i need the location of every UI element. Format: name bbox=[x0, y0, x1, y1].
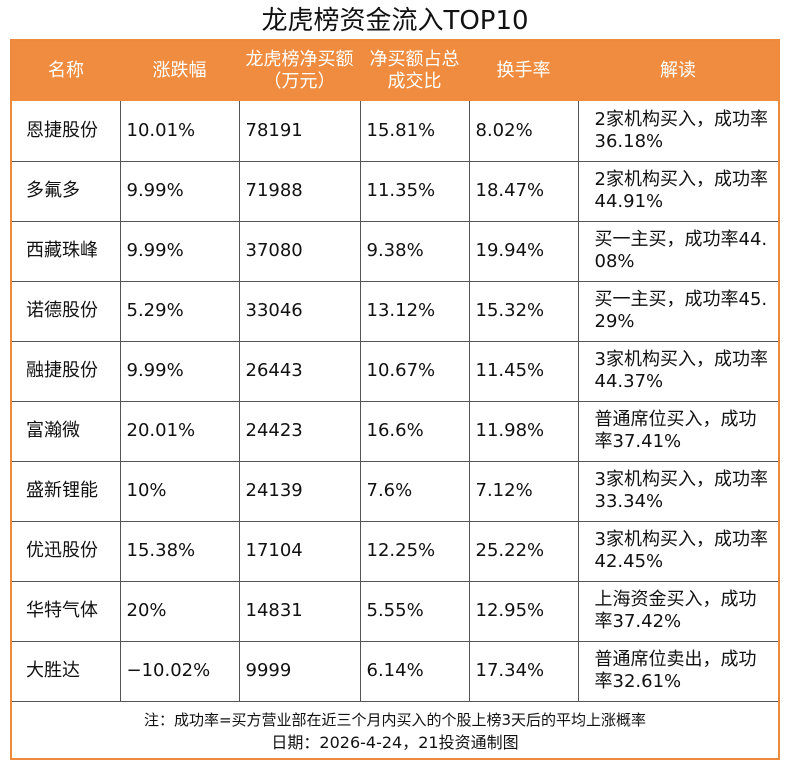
header-turnover: 换手率 bbox=[469, 41, 578, 101]
cell-name: 优迅股份 bbox=[12, 520, 121, 582]
cell-net-buy: 71988 bbox=[238, 160, 361, 222]
table-row: 多氟多 9.99% 71988 11.35% 18.47% 2家机构买入，成功率44.91… bbox=[12, 160, 778, 222]
header-name: 名称 bbox=[12, 41, 120, 101]
table-frame: 名称 涨跌幅 龙虎榜净买额（万元） 净买额占总成交比 换手率 解读 恩捷股份 10… bbox=[10, 39, 780, 760]
table-row: 盛新锂能 10% 24139 7.6% 7.12% 3家机构买入，成功率33.34% bbox=[12, 460, 778, 522]
cell-change: 20.01% bbox=[119, 400, 240, 462]
cell-ratio: 9.38% bbox=[359, 220, 470, 282]
cell-net-buy: 24423 bbox=[238, 400, 361, 462]
cell-name: 华特气体 bbox=[12, 580, 121, 642]
cell-note: 3家机构买入，成功率42.45% bbox=[577, 520, 778, 582]
cell-name: 多氟多 bbox=[12, 160, 121, 222]
cell-turnover: 17.34% bbox=[468, 640, 579, 702]
table-row: 华特气体 20% 14831 5.55% 12.95% 上海资金买入，成功率37.42% bbox=[12, 580, 778, 642]
cell-note: 3家机构买入，成功率33.34% bbox=[577, 460, 778, 522]
cell-note: 普通席位卖出，成功率32.61% bbox=[577, 640, 778, 702]
cell-change: 9.99% bbox=[119, 160, 240, 222]
cell-name: 富瀚微 bbox=[12, 400, 121, 462]
cell-note: 2家机构买入，成功率44.91% bbox=[577, 160, 778, 222]
table-row: 西藏珠峰 9.99% 37080 9.38% 19.94% 买一主买，成功率44.08% bbox=[12, 220, 778, 282]
cell-name: 诺德股份 bbox=[12, 280, 121, 342]
cell-ratio: 6.14% bbox=[359, 640, 470, 702]
source-line: 日期：2026-4-24，21投资通制图 bbox=[271, 733, 519, 752]
cell-name: 恩捷股份 bbox=[12, 101, 121, 162]
cell-ratio: 7.6% bbox=[359, 460, 470, 522]
cell-change: 5.29% bbox=[119, 280, 240, 342]
cell-turnover: 25.22% bbox=[468, 520, 579, 582]
header-ratio: 净买额占总成交比 bbox=[360, 41, 469, 101]
table-row: 恩捷股份 10.01% 78191 15.81% 8.02% 2家机构买入，成功率36.1… bbox=[12, 101, 778, 162]
cell-net-buy: 17104 bbox=[238, 520, 361, 582]
cell-ratio: 16.6% bbox=[359, 400, 470, 462]
page-title: 龙虎榜资金流入TOP10 bbox=[261, 6, 529, 36]
cell-change: 15.38% bbox=[119, 520, 240, 582]
cell-ratio: 5.55% bbox=[359, 580, 470, 642]
cell-ratio: 15.81% bbox=[359, 101, 470, 162]
cell-turnover: 19.94% bbox=[468, 220, 579, 282]
footnote: 注：成功率=买方营业部在近三个月内买入的个股上榜3天后的平均上涨概率 bbox=[143, 711, 647, 729]
cell-turnover: 18.47% bbox=[468, 160, 579, 222]
cell-change: 9.99% bbox=[119, 220, 240, 282]
cell-net-buy: 37080 bbox=[238, 220, 361, 282]
cell-change: 10.01% bbox=[119, 101, 240, 162]
cell-change: 20% bbox=[119, 580, 240, 642]
cell-change: 10% bbox=[119, 460, 240, 522]
cell-note: 买一主买，成功率44.08% bbox=[577, 220, 778, 282]
cell-note: 上海资金买入，成功率37.42% bbox=[577, 580, 778, 642]
cell-turnover: 15.32% bbox=[468, 280, 579, 342]
cell-name: 西藏珠峰 bbox=[12, 220, 121, 282]
table-row: 诺德股份 5.29% 33046 13.12% 15.32% 买一主买，成功率45.29% bbox=[12, 280, 778, 342]
data-table: 名称 涨跌幅 龙虎榜净买额（万元） 净买额占总成交比 换手率 解读 恩捷股份 10… bbox=[12, 41, 778, 702]
table-row: 优迅股份 15.38% 17104 12.25% 25.22% 3家机构买入，成功率42.… bbox=[12, 520, 778, 582]
cell-note: 买一主买，成功率45.29% bbox=[577, 280, 778, 342]
cell-net-buy: 78191 bbox=[238, 101, 361, 162]
header-row: 名称 涨跌幅 龙虎榜净买额（万元） 净买额占总成交比 换手率 解读 bbox=[12, 41, 778, 101]
cell-note: 2家机构买入，成功率36.18% bbox=[577, 101, 778, 162]
cell-change: −10.02% bbox=[119, 640, 240, 702]
table-row: 融捷股份 9.99% 26443 10.67% 11.45% 3家机构买入，成功率44.3… bbox=[12, 340, 778, 402]
cell-change: 9.99% bbox=[119, 340, 240, 402]
cell-turnover: 7.12% bbox=[468, 460, 579, 522]
cell-name: 融捷股份 bbox=[12, 340, 121, 402]
cell-turnover: 12.95% bbox=[468, 580, 579, 642]
header-change: 涨跌幅 bbox=[120, 41, 239, 101]
cell-net-buy: 26443 bbox=[238, 340, 361, 402]
cell-ratio: 12.25% bbox=[359, 520, 470, 582]
cell-turnover: 11.98% bbox=[468, 400, 579, 462]
cell-ratio: 13.12% bbox=[359, 280, 470, 342]
cell-ratio: 11.35% bbox=[359, 160, 470, 222]
cell-net-buy: 14831 bbox=[238, 580, 361, 642]
header-note: 解读 bbox=[578, 41, 778, 101]
cell-name: 大胜达 bbox=[12, 640, 121, 702]
table-row: 大胜达 −10.02% 9999 6.14% 17.34% 普通席位卖出，成功率32.61… bbox=[12, 640, 778, 702]
cell-note: 3家机构买入，成功率44.37% bbox=[577, 340, 778, 402]
cell-name: 盛新锂能 bbox=[12, 460, 121, 522]
cell-net-buy: 24139 bbox=[238, 460, 361, 522]
cell-turnover: 8.02% bbox=[468, 101, 579, 162]
header-net-buy: 龙虎榜净买额（万元） bbox=[239, 41, 360, 101]
cell-net-buy: 9999 bbox=[238, 640, 361, 702]
cell-net-buy: 33046 bbox=[238, 280, 361, 342]
cell-turnover: 11.45% bbox=[468, 340, 579, 402]
cell-note: 普通席位买入，成功率37.41% bbox=[577, 400, 778, 462]
table-row: 富瀚微 20.01% 24423 16.6% 11.98% 普通席位买入，成功率37.41… bbox=[12, 400, 778, 462]
cell-ratio: 10.67% bbox=[359, 340, 470, 402]
